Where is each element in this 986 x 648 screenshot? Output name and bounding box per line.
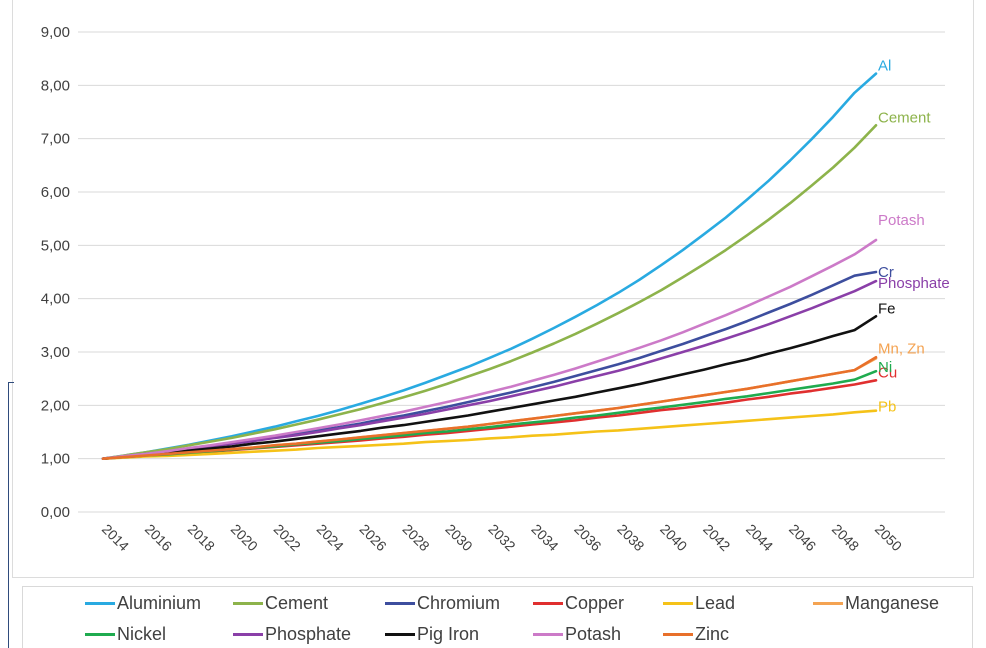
x-tick-label: 2038 [614, 521, 647, 554]
legend-item: Chromium [385, 593, 500, 614]
x-tick-label: 2040 [657, 521, 690, 554]
side-bracket-line [8, 382, 14, 648]
legend-label: Cement [265, 593, 329, 613]
y-tick-label: 7,00 [41, 131, 70, 148]
x-tick-label: 2026 [357, 521, 390, 554]
legend-swatch [533, 602, 563, 605]
legend-swatch [233, 633, 263, 636]
x-tick-label: 2044 [743, 521, 776, 554]
legend-swatch [233, 602, 263, 605]
legend-swatch [663, 602, 693, 605]
x-axis-ticks: 2014 2016 2018 2020 2022 2024 2026 2028 2030 2032… [99, 521, 905, 554]
legend-item: Manganese [813, 593, 939, 614]
legend-label: Aluminium [117, 593, 202, 613]
x-tick-label: 2032 [485, 521, 518, 554]
legend-label: Zinc [695, 624, 730, 644]
legend-label: Nickel [117, 624, 167, 644]
series-lines [101, 72, 878, 461]
legend-label: Copper [565, 593, 625, 613]
legend-swatch [385, 633, 415, 636]
y-axis-ticks: 0,00 1,00 2,00 3,00 4,00 5,00 6,00 7,00 8,00 9,00 [41, 24, 70, 521]
legend-swatch [385, 602, 415, 605]
series-line-phosphate [101, 279, 878, 461]
x-tick-label: 2050 [872, 521, 905, 554]
x-tick-label: 2024 [314, 521, 347, 554]
x-tick-label: 2036 [571, 521, 604, 554]
x-tick-label: 2028 [399, 521, 432, 554]
legend-label: Lead [695, 593, 736, 613]
legend-item: Cement [233, 593, 328, 614]
legend-swatch [85, 602, 115, 605]
series-end-label: Phosphate [878, 275, 950, 292]
x-tick-label: 2016 [142, 521, 175, 554]
legend-swatch [533, 633, 563, 636]
legend-label: Potash [565, 624, 622, 644]
legend-item: Phosphate [233, 624, 351, 645]
chart-frame [12, 0, 974, 578]
y-tick-label: 9,00 [41, 24, 70, 41]
x-tick-label: 2022 [271, 521, 304, 554]
x-tick-label: 2046 [786, 521, 819, 554]
series-end-label: Pb [878, 399, 896, 416]
y-tick-label: 1,00 [41, 451, 70, 468]
x-tick-label: 2048 [829, 521, 862, 554]
series-end-label: Ni [878, 359, 892, 376]
series-end-label: Mn, Zn [878, 340, 925, 357]
legend-item: Copper [533, 593, 624, 614]
legend-label: Phosphate [265, 624, 352, 644]
series-line-lead [101, 409, 878, 461]
series-line-cement [101, 124, 878, 461]
legend-item: Zinc [663, 624, 729, 645]
y-tick-label: 3,00 [41, 344, 70, 361]
x-tick-label: 2042 [700, 521, 733, 554]
legend-label: Chromium [417, 593, 501, 613]
series-line-potash [101, 238, 878, 461]
series-end-label: Potash [878, 212, 925, 229]
y-tick-label: 2,00 [41, 397, 70, 414]
x-tick-label: 2034 [528, 521, 561, 554]
y-tick-label: 4,00 [41, 291, 70, 308]
legend-label: Manganese [845, 593, 940, 613]
x-tick-label: 2018 [185, 521, 218, 554]
series-end-labels: Al Cement Cr Cu Pb Mn, Zn Ni Phosphate Fe Potash [878, 58, 950, 416]
line-chart: 0,00 1,00 2,00 3,00 4,00 5,00 6,00 7,00 8,00 9,00… [41, 24, 950, 554]
legend-swatch [663, 633, 693, 636]
y-tick-label: 6,00 [41, 184, 70, 201]
chart-legend: Aluminium Cement Chromium Copper Lead Mangane… [22, 586, 973, 648]
series-line-aluminium [101, 72, 878, 461]
series-line-pig-iron [101, 314, 878, 461]
series-end-label: Cr [878, 264, 894, 281]
legend-label: Pig Iron [417, 624, 480, 644]
legend-item: Lead [663, 593, 735, 614]
series-end-label: Al [878, 58, 891, 75]
legend-item: Pig Iron [385, 624, 479, 645]
y-tick-label: 8,00 [41, 77, 70, 94]
series-end-label: Fe [878, 300, 896, 317]
legend-swatch [85, 633, 115, 636]
series-line-zinc [101, 355, 878, 461]
x-tick-label: 2014 [99, 521, 132, 554]
grid-lines [78, 31, 945, 513]
series-end-label: Cement [878, 109, 931, 126]
legend-swatch [813, 602, 843, 605]
x-tick-label: 2030 [442, 521, 475, 554]
y-tick-label: 5,00 [41, 237, 70, 254]
y-tick-label: 0,00 [41, 504, 70, 521]
legend-item: Potash [533, 624, 621, 645]
legend-item: Aluminium [85, 593, 201, 614]
legend-item: Nickel [85, 624, 166, 645]
series-end-label: Cu [878, 364, 897, 381]
x-tick-label: 2020 [228, 521, 261, 554]
